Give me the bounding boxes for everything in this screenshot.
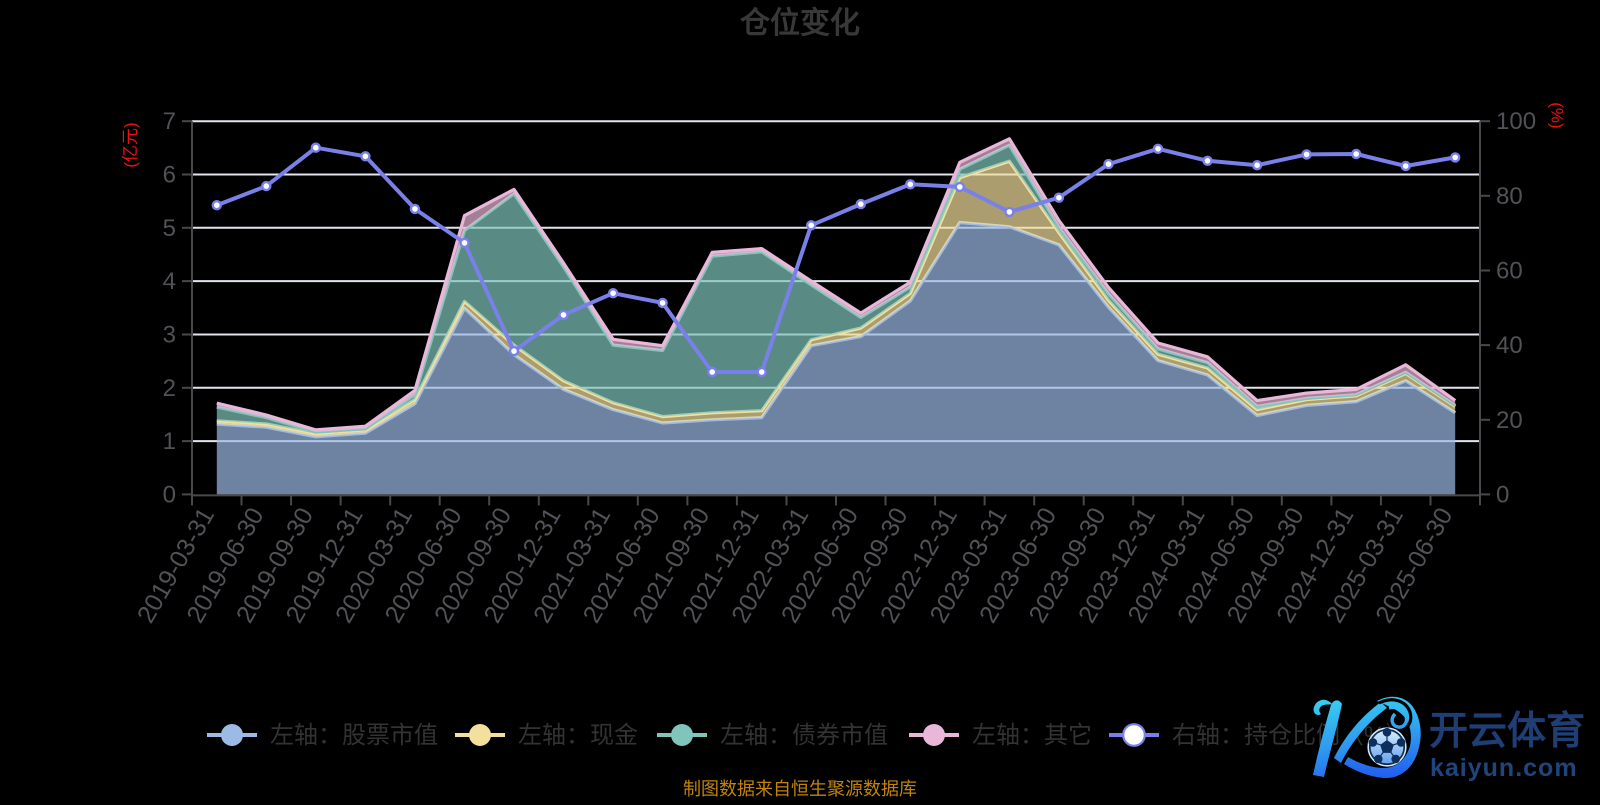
svg-text:0: 0	[163, 481, 176, 508]
svg-text:(%): (%)	[1548, 102, 1567, 128]
svg-text:左轴：股票市值: 左轴：股票市值	[270, 722, 438, 749]
svg-text:制图数据来自恒生聚源数据库: 制图数据来自恒生聚源数据库	[683, 779, 917, 799]
svg-text:100: 100	[1496, 108, 1536, 135]
svg-text:开云体育: 开云体育	[1429, 710, 1585, 753]
svg-text:6: 6	[163, 162, 176, 189]
svg-text:80: 80	[1496, 183, 1523, 210]
svg-text:5: 5	[163, 215, 176, 242]
svg-text:0: 0	[1496, 481, 1509, 508]
svg-text:kaiyun.com: kaiyun.com	[1430, 754, 1578, 782]
svg-text:4: 4	[163, 268, 176, 295]
svg-text:7: 7	[163, 108, 176, 135]
svg-text:40: 40	[1496, 332, 1523, 359]
svg-text:20: 20	[1496, 407, 1523, 434]
svg-text:60: 60	[1496, 258, 1523, 285]
svg-text:2: 2	[163, 375, 176, 402]
svg-text:左轴：其它: 左轴：其它	[972, 722, 1092, 749]
svg-text:1: 1	[163, 428, 176, 455]
svg-text:仓位变化: 仓位变化	[740, 6, 860, 40]
svg-text:左轴：现金: 左轴：现金	[518, 722, 638, 749]
svg-text:左轴：债券市值: 左轴：债券市值	[720, 722, 888, 749]
svg-text:(亿元): (亿元)	[121, 122, 140, 167]
svg-text:3: 3	[163, 322, 176, 349]
